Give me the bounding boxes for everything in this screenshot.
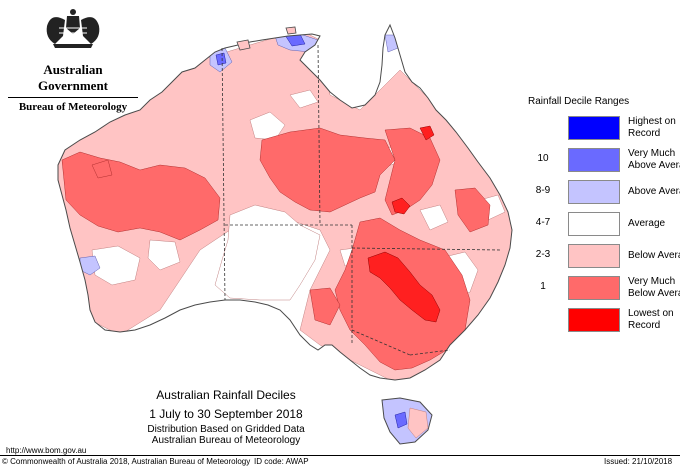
- legend-label-line1: Very Much: [628, 276, 676, 287]
- legend-label-line2: Record: [628, 320, 661, 331]
- footer-divider: [0, 455, 680, 456]
- copyright-text: © Commonwealth of Australia 2018, Austra…: [2, 457, 251, 466]
- legend-code: 2-3: [535, 249, 551, 260]
- map-title-line2: 1 July to 30 September 2018: [149, 407, 303, 421]
- legend-label-line1: Very Much: [628, 148, 676, 159]
- map-title: Australian Rainfall Deciles 1 July to 30…: [126, 388, 326, 446]
- legend-label-line1: Highest on: [628, 116, 676, 127]
- legend-label: Average: [628, 218, 680, 230]
- legend-label-line1: Below Average: [628, 250, 680, 261]
- legend-label: Highest on Record: [628, 116, 680, 140]
- legend-title: Rainfall Decile Ranges: [528, 96, 630, 107]
- legend-item: 4-7 Average: [528, 212, 678, 236]
- legend-label-line2: Below Average: [628, 288, 680, 299]
- legend-label: Below Average: [628, 250, 680, 262]
- legend-swatch: [568, 276, 620, 300]
- average-regions: [91, 89, 506, 301]
- legend-label-line2: Above Average: [628, 160, 680, 171]
- legend-swatch: [568, 212, 620, 236]
- map-title-line4: Australian Bureau of Meteorology: [151, 435, 301, 446]
- legend-swatch: [568, 116, 620, 140]
- id-code: ID code: AWAP: [254, 457, 309, 466]
- legend-item: 2-3 Below Average: [528, 244, 680, 268]
- legend-swatch: [568, 308, 620, 332]
- map-title-line1: Australian Rainfall Deciles: [156, 388, 296, 402]
- very-much-below-regions: [61, 127, 491, 371]
- coat-of-arms-icon: [46, 9, 100, 48]
- bom-url-link[interactable]: http://www.bom.gov.au: [6, 446, 87, 455]
- legend-label-line2: Record: [628, 128, 661, 139]
- tasmania: [381, 397, 433, 445]
- legend-swatch: [568, 244, 620, 268]
- legend-code: 4-7: [535, 217, 551, 228]
- legend-swatch: [568, 148, 620, 172]
- legend-label: Above Average: [628, 186, 680, 198]
- coastline: [57, 23, 513, 381]
- state-borders: [221, 44, 501, 356]
- government-logo: Australian Government Bureau of Meteorol…: [8, 8, 138, 113]
- legend-label-line1: Lowest on: [628, 308, 674, 319]
- legend-swatch: [568, 180, 620, 204]
- legend-label-line1: Above Average: [628, 186, 680, 197]
- lowest-on-record-regions: [367, 125, 441, 323]
- legend-label: Lowest on Record: [628, 308, 680, 332]
- legend-code: 1: [540, 281, 546, 292]
- agency-name: Bureau of Meteorology: [18, 101, 128, 113]
- government-name: Australian Government: [8, 62, 138, 98]
- islands: [236, 26, 297, 51]
- legend-item: Lowest on Record: [528, 308, 678, 332]
- map-title-line3: Distribution Based on Gridded Data: [147, 424, 305, 435]
- legend-item: Highest on Record: [528, 116, 678, 140]
- legend-code: 8-9: [535, 185, 551, 196]
- legend-label-line1: Average: [628, 218, 666, 229]
- legend-code: 10: [537, 153, 549, 164]
- issued-date: Issued: 21/10/2018: [604, 457, 673, 466]
- legend-item: 8-9 Above Average: [528, 180, 680, 204]
